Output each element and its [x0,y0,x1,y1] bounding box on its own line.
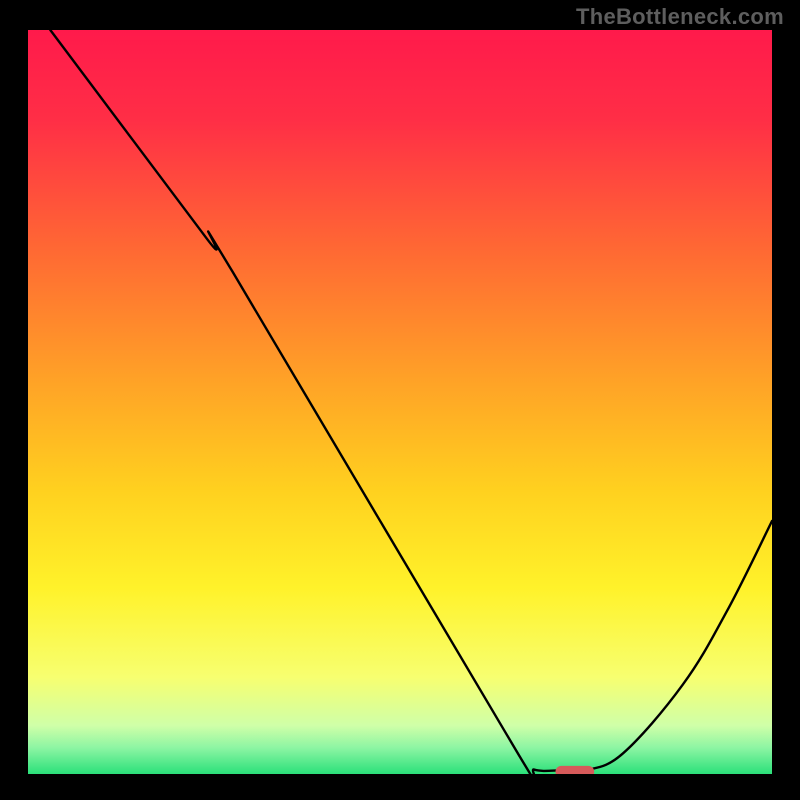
gradient-background [28,30,772,774]
bottleneck-chart [28,30,772,774]
watermark-text: TheBottleneck.com [576,4,784,30]
chart-svg [28,30,772,774]
optimum-marker [555,766,594,774]
